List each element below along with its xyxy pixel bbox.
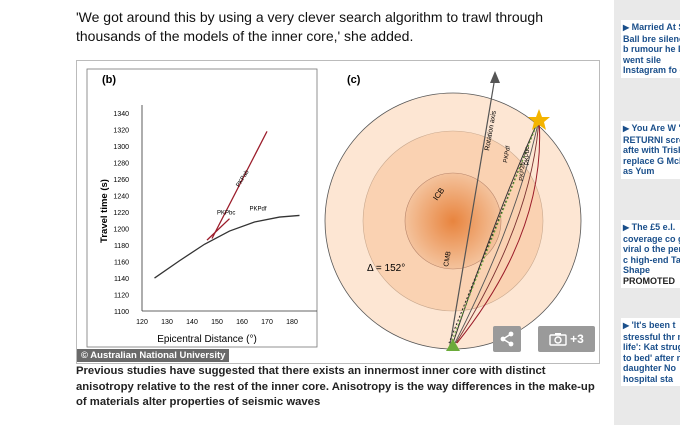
image-caption: Previous studies have suggested that the… [76, 365, 595, 409]
share-icon [500, 331, 514, 347]
path-label-pkp2b: PKP2b [519, 161, 527, 181]
panel-c-label: (c) [347, 74, 361, 86]
arrow-icon: ▶ [623, 124, 630, 133]
source-star-icon [528, 109, 550, 130]
x-tick-label: 120 [136, 319, 148, 326]
y-tick-label: 1320 [113, 128, 129, 135]
sidebar: ▶ Married At Sam Ball bre silence on b r… [614, 0, 680, 425]
y-tick-label: 1280 [113, 161, 129, 168]
series-label-pkpdf: PKPdf [250, 206, 267, 212]
series-line-pkpab [211, 131, 268, 239]
arrow-icon: ▶ [623, 321, 630, 330]
x-tick-labels: 120 130 140 150 160 170 180 [136, 319, 298, 326]
y-tick-label: 1180 [114, 243, 129, 250]
series-label-pkpbc: PKPbc [217, 211, 235, 217]
y-tick-label: 1140 [114, 276, 129, 283]
camera-icon [549, 333, 567, 346]
ray-path-pkpab [456, 118, 541, 344]
series-label-pkpab: PKPab [236, 169, 251, 189]
sidebar-item-text: 'It's been t stressful thr my life': Kat… [623, 320, 680, 384]
y-tick-label: 1100 [114, 309, 129, 316]
article-content: 'We got around this by using a very clev… [76, 9, 600, 409]
sidebar-item-text: The £5 e.l. coverage co gone viral o the… [623, 222, 680, 275]
article-figure[interactable]: (b) 1100 1120 1140 1160 1180 1200 1220 1240 1260… [76, 60, 600, 364]
gallery-count: +3 [570, 332, 584, 346]
share-button[interactable] [493, 326, 521, 352]
figure-graphic: (b) 1100 1120 1140 1160 1180 1200 1220 1240 1260… [86, 68, 582, 352]
x-tick-label: 180 [286, 319, 298, 326]
gallery-button[interactable]: +3 [538, 326, 595, 352]
cmb-label: CMB [443, 250, 453, 267]
y-tick-label: 1220 [113, 210, 129, 217]
rotation-axis-arrowhead [490, 71, 500, 83]
arrow-icon: ▶ [623, 223, 630, 232]
x-tick-label: 140 [186, 319, 198, 326]
rotation-axis-line [448, 76, 496, 352]
path-label-pkpdf: PKPdf [503, 145, 512, 163]
image-credit: © Australian National University [77, 349, 230, 362]
panel-b-frame [86, 68, 318, 348]
ray-path-mid [454, 118, 540, 344]
sidebar-item-promoted[interactable]: ▶ The £5 e.l. coverage co gone viral o t… [621, 220, 680, 288]
sidebar-item-text: You Are W 'is RETURNI screens afte with … [623, 123, 680, 176]
path-label-pkpbc: PKPbc [525, 147, 531, 165]
ray-path-pkpbc [455, 118, 540, 344]
travel-time-plot: 1100 1120 1140 1160 1180 1200 1220 1240 1260 1280… [99, 105, 317, 345]
ray-path-green [450, 118, 540, 344]
y-tick-label: 1340 [113, 111, 129, 118]
y-axis-title: Travel time (s) [99, 179, 110, 243]
x-tick-label: 150 [211, 319, 223, 326]
sidebar-item-you-are[interactable]: ▶ You Are W 'is RETURNI screens afte wit… [621, 121, 680, 179]
delta-label: Δ = 152° [367, 263, 405, 274]
series-line-pkpdf [154, 214, 300, 279]
x-tick-label: 170 [261, 319, 273, 326]
arrow-icon: ▶ [623, 23, 630, 32]
y-tick-labels: 1100 1120 1140 1160 1180 1200 1220 1240 1260 1280… [113, 111, 129, 316]
y-tick-label: 1300 [113, 144, 129, 151]
x-tick-label: 160 [236, 319, 248, 326]
y-tick-label: 1200 [113, 227, 129, 234]
x-tick-label: 130 [161, 319, 173, 326]
sidebar-item-text: Married At Sam Ball bre silence on b rum… [623, 22, 680, 75]
sidebar-item-stressful[interactable]: ▶ 'It's been t stressful thr my life': K… [621, 318, 680, 386]
series-lines: PKPab PKPbc PKPdf [154, 131, 300, 279]
receiver-triangle-icon [446, 339, 460, 351]
article-quote: 'We got around this by using a very clev… [76, 9, 543, 44]
x-axis-title: Epicentral Distance (°) [157, 334, 257, 345]
series-line-pkpbc [206, 218, 230, 241]
sidebar-item-married-at[interactable]: ▶ Married At Sam Ball bre silence on b r… [621, 20, 680, 78]
y-tick-label: 1240 [113, 194, 129, 201]
inner-core [404, 172, 502, 270]
y-tick-label: 1120 [114, 293, 129, 300]
promoted-badge: PROMOTED [623, 275, 676, 286]
y-tick-label: 1260 [113, 177, 129, 184]
panel-b-label: (b) [102, 74, 116, 86]
y-tick-label: 1160 [114, 260, 129, 267]
